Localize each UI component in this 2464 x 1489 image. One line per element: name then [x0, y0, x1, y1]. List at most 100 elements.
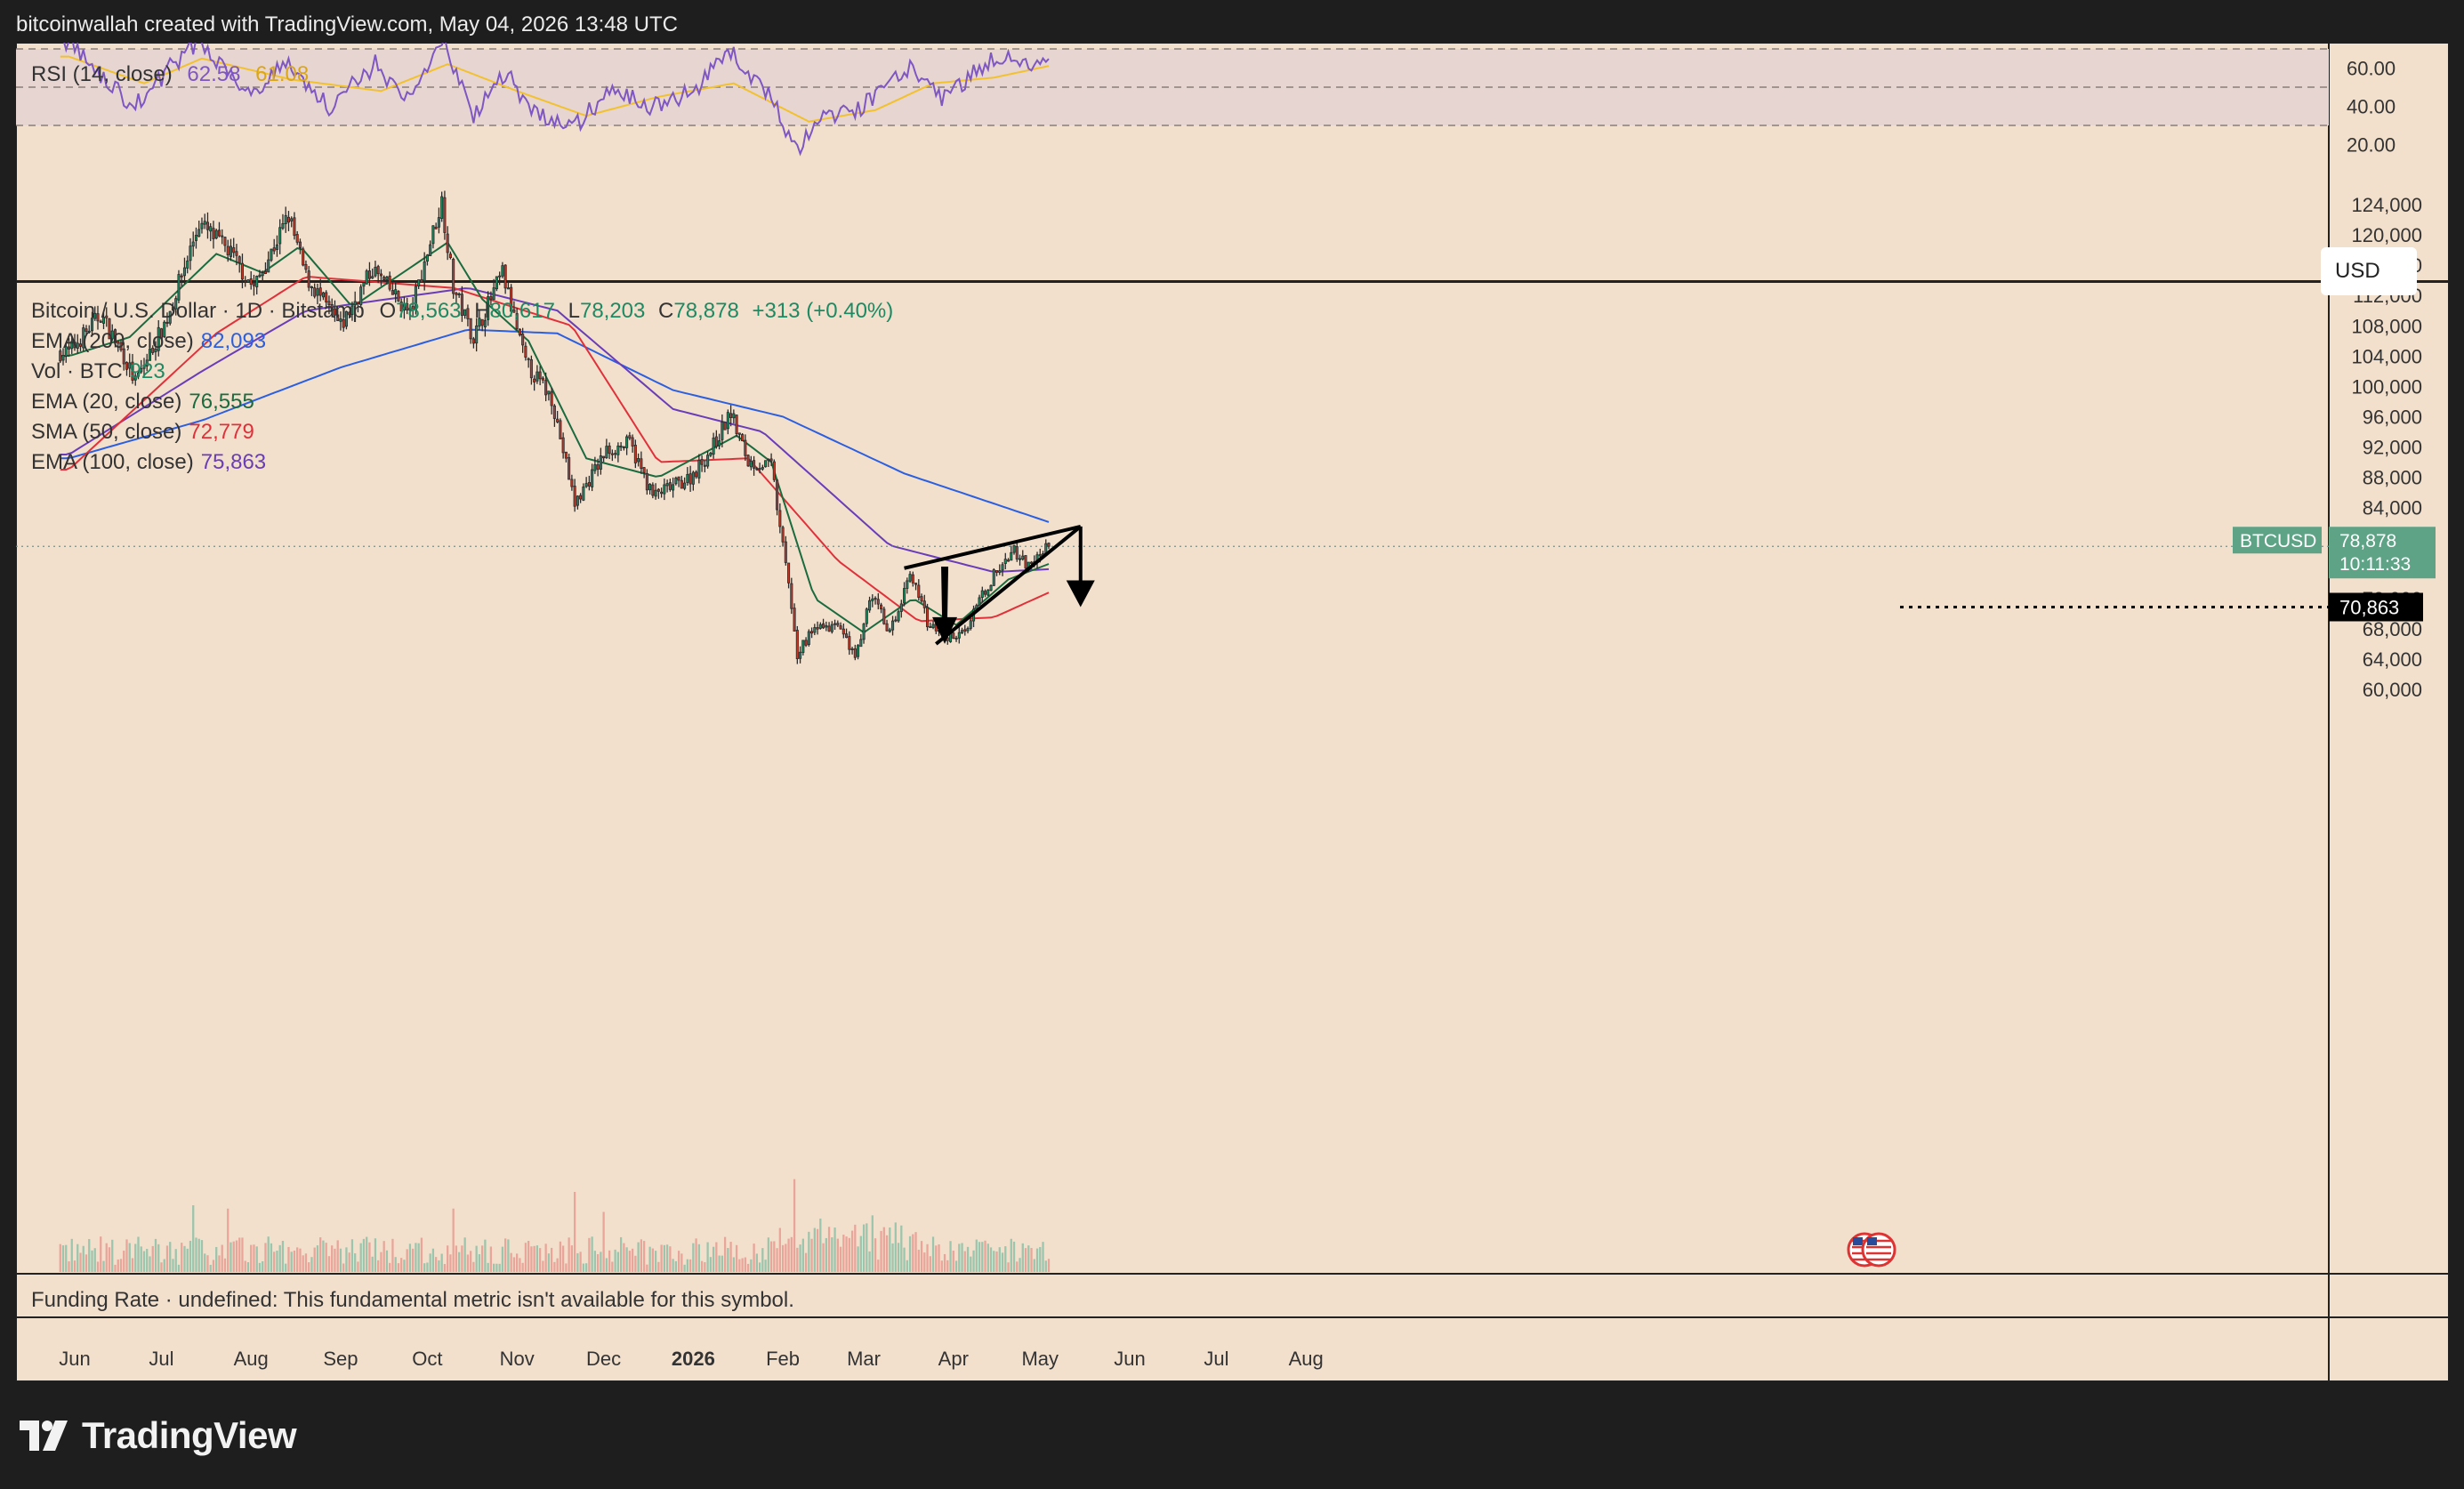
candle[interactable] — [587, 475, 591, 491]
candle[interactable] — [975, 603, 978, 609]
candle[interactable] — [174, 295, 178, 316]
candle[interactable] — [117, 341, 120, 352]
candle[interactable] — [672, 477, 675, 498]
candle[interactable] — [480, 318, 484, 332]
candle[interactable] — [986, 589, 990, 597]
candle[interactable] — [845, 628, 849, 639]
candle[interactable] — [177, 270, 181, 303]
candle[interactable] — [229, 238, 233, 262]
candle[interactable] — [897, 609, 900, 623]
candle[interactable] — [691, 471, 695, 491]
candle[interactable] — [633, 439, 637, 469]
candle[interactable] — [267, 251, 270, 273]
candle[interactable] — [90, 311, 94, 336]
candle[interactable] — [1001, 561, 1004, 576]
candle[interactable] — [240, 254, 244, 289]
candle[interactable] — [64, 342, 68, 363]
candle[interactable] — [281, 213, 285, 230]
candle[interactable] — [408, 304, 412, 320]
candle[interactable] — [827, 622, 831, 632]
candle[interactable] — [238, 255, 241, 273]
candle[interactable] — [954, 635, 958, 642]
candle[interactable] — [78, 338, 83, 351]
candle[interactable] — [307, 266, 310, 292]
candle[interactable] — [1024, 555, 1027, 571]
candle[interactable] — [556, 410, 560, 423]
candle[interactable] — [899, 600, 903, 618]
candle[interactable] — [801, 640, 805, 656]
candle[interactable] — [697, 454, 701, 484]
candle[interactable] — [920, 593, 923, 603]
candle[interactable] — [816, 621, 819, 635]
candle[interactable] — [994, 570, 999, 576]
candle[interactable] — [249, 270, 253, 290]
candle[interactable] — [957, 626, 961, 644]
candle[interactable] — [214, 229, 218, 240]
candle[interactable] — [841, 624, 845, 639]
candle[interactable] — [420, 270, 423, 283]
candle[interactable] — [862, 623, 866, 644]
candle[interactable] — [286, 211, 290, 231]
candle[interactable] — [776, 479, 779, 516]
candle[interactable] — [535, 365, 539, 384]
candle[interactable] — [781, 525, 785, 547]
candle[interactable] — [593, 456, 597, 474]
candle[interactable] — [298, 238, 302, 254]
candle[interactable] — [651, 482, 655, 499]
candle[interactable] — [157, 319, 160, 357]
candle[interactable] — [376, 264, 380, 284]
candle[interactable] — [712, 432, 715, 459]
candle[interactable] — [275, 235, 278, 257]
candle[interactable] — [73, 334, 76, 351]
candle[interactable] — [637, 453, 640, 467]
candle[interactable] — [180, 273, 183, 287]
candle[interactable] — [790, 577, 793, 615]
candle[interactable] — [145, 353, 149, 372]
candle[interactable] — [142, 358, 146, 378]
candle[interactable] — [388, 271, 391, 292]
candle[interactable] — [515, 308, 519, 332]
candle[interactable] — [258, 270, 262, 278]
candle[interactable] — [168, 310, 172, 326]
candle[interactable] — [677, 476, 680, 487]
candle[interactable] — [850, 647, 854, 655]
candle[interactable] — [799, 646, 802, 664]
candle[interactable] — [128, 353, 132, 378]
candle[interactable] — [59, 348, 62, 364]
candle[interactable] — [732, 409, 736, 424]
candle[interactable] — [602, 455, 606, 463]
candle[interactable] — [310, 286, 313, 296]
candle[interactable] — [327, 295, 331, 315]
candle[interactable] — [833, 619, 837, 631]
candle[interactable] — [353, 291, 357, 312]
candle[interactable] — [922, 594, 926, 614]
candle[interactable] — [148, 342, 152, 361]
candle[interactable] — [67, 338, 71, 358]
candle[interactable] — [744, 434, 747, 462]
candle[interactable] — [518, 328, 521, 337]
candle[interactable] — [82, 324, 85, 351]
candle[interactable] — [582, 483, 585, 502]
candle[interactable] — [460, 286, 463, 322]
candle[interactable] — [318, 278, 322, 302]
candle[interactable] — [584, 477, 588, 488]
candle[interactable] — [333, 300, 336, 322]
candle[interactable] — [501, 262, 504, 278]
candle[interactable] — [99, 319, 102, 324]
candle[interactable] — [232, 237, 236, 258]
candle[interactable] — [1010, 545, 1013, 561]
candle[interactable] — [931, 620, 935, 630]
candle[interactable] — [1021, 550, 1025, 561]
candle[interactable] — [261, 270, 264, 283]
candle[interactable] — [191, 231, 195, 257]
candle[interactable] — [221, 229, 224, 245]
candle[interactable] — [255, 275, 259, 294]
candle[interactable] — [625, 434, 629, 455]
candle[interactable] — [680, 475, 683, 489]
candle[interactable] — [217, 221, 221, 237]
candle[interactable] — [70, 334, 74, 354]
candle[interactable] — [568, 454, 571, 480]
candle[interactable] — [105, 307, 109, 327]
candle[interactable] — [929, 622, 932, 629]
candle[interactable] — [721, 414, 724, 447]
